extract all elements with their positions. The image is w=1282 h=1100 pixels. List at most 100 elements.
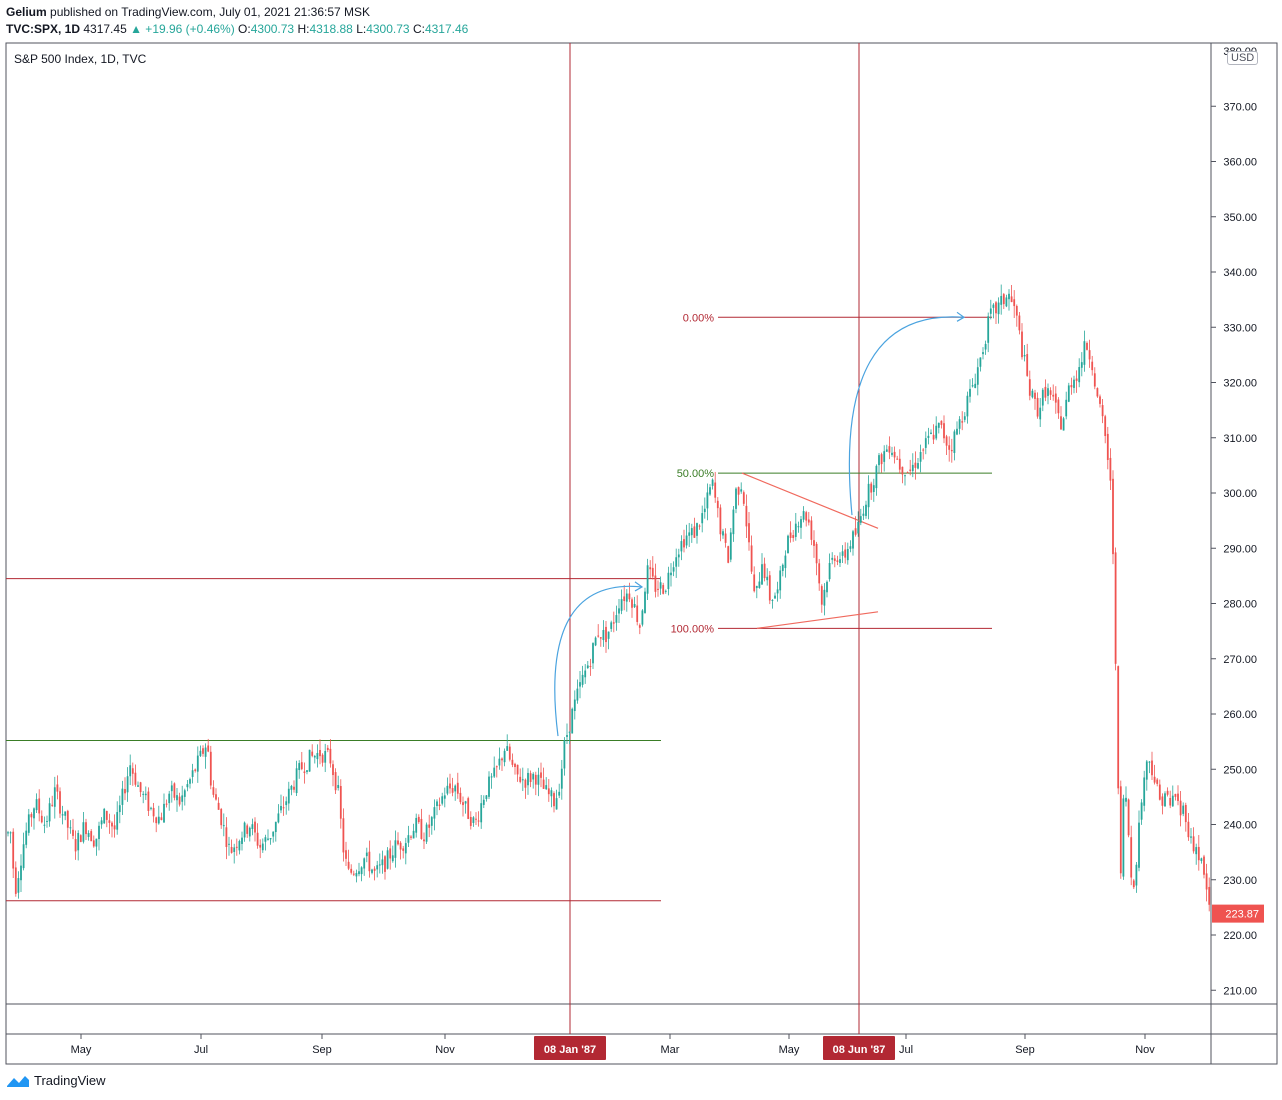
candle-body bbox=[118, 805, 121, 813]
tradingview-footer[interactable]: TradingView bbox=[6, 1073, 106, 1088]
candle-body bbox=[607, 631, 610, 639]
symbol-label: TVC:SPX, 1D bbox=[6, 22, 81, 36]
candle-body bbox=[77, 832, 80, 851]
candle-body bbox=[332, 764, 334, 776]
candle-body bbox=[22, 844, 25, 869]
candle-body bbox=[805, 512, 808, 521]
candle-body bbox=[594, 637, 597, 646]
candle-body bbox=[974, 383, 977, 388]
candle-body bbox=[976, 367, 979, 385]
candle-body bbox=[501, 758, 503, 761]
y-tick-label: 330.00 bbox=[1223, 322, 1257, 334]
candle-body bbox=[306, 770, 308, 772]
candle-body bbox=[688, 532, 691, 536]
candle-body bbox=[527, 772, 529, 786]
candle-body bbox=[142, 793, 145, 795]
candle-body bbox=[438, 804, 441, 807]
candle-body bbox=[100, 820, 103, 825]
candle-body bbox=[683, 539, 685, 548]
candle-body bbox=[72, 829, 74, 836]
candle-body bbox=[105, 811, 108, 820]
candle-body bbox=[449, 783, 451, 789]
y-tick-label: 250.00 bbox=[1223, 764, 1257, 776]
candle-body bbox=[571, 708, 574, 734]
candle-body bbox=[186, 784, 189, 788]
candle-body bbox=[183, 790, 186, 797]
candle-body bbox=[937, 422, 940, 428]
candle-body bbox=[285, 801, 288, 806]
candle-body bbox=[1047, 388, 1049, 396]
candle-body bbox=[605, 626, 607, 643]
y-tick-label: 340.00 bbox=[1223, 267, 1257, 279]
candle-body bbox=[194, 769, 197, 771]
candle-body bbox=[1052, 394, 1055, 397]
candle-body bbox=[969, 388, 971, 397]
candle-body bbox=[823, 589, 826, 606]
candle-body bbox=[280, 805, 282, 811]
candle-body bbox=[360, 867, 363, 875]
candle-body bbox=[482, 799, 485, 805]
candle-body bbox=[953, 431, 956, 453]
candle-body bbox=[774, 595, 776, 599]
candle-body bbox=[963, 416, 966, 420]
candle-body bbox=[560, 768, 563, 789]
ohlc-close-label: C: bbox=[412, 22, 425, 36]
currency-badge[interactable]: USD bbox=[1227, 51, 1259, 65]
candle-body bbox=[1148, 761, 1151, 763]
candle-body bbox=[599, 637, 602, 639]
candle-body bbox=[696, 523, 698, 536]
candle-body bbox=[950, 449, 953, 452]
candle-body bbox=[155, 817, 158, 824]
candle-body bbox=[1062, 418, 1065, 431]
candle-body bbox=[293, 786, 295, 790]
candle-body bbox=[883, 451, 886, 462]
candle-body bbox=[1182, 805, 1185, 814]
candle-body bbox=[1065, 399, 1068, 417]
candle-body bbox=[945, 436, 948, 446]
candle-body bbox=[415, 817, 418, 833]
candle-body bbox=[680, 541, 683, 552]
candle-body bbox=[514, 763, 516, 768]
candle-body bbox=[163, 803, 165, 823]
candle-body bbox=[711, 479, 714, 486]
candle-body bbox=[1044, 386, 1047, 398]
candle-body bbox=[792, 535, 795, 538]
candle-body bbox=[506, 746, 509, 751]
candle-body bbox=[802, 511, 805, 520]
candle-body bbox=[1057, 399, 1060, 414]
date-badge bbox=[534, 1036, 606, 1060]
candle-body bbox=[542, 779, 545, 789]
candle-body bbox=[716, 500, 719, 509]
candle-body bbox=[815, 543, 818, 564]
candle-body bbox=[971, 385, 974, 387]
candle-body bbox=[1093, 373, 1096, 387]
candle-body bbox=[358, 871, 360, 875]
candle-body bbox=[1179, 800, 1182, 816]
candle-body bbox=[948, 445, 951, 450]
candle-body bbox=[1138, 822, 1140, 868]
candle-body bbox=[459, 792, 462, 803]
candle-body bbox=[714, 482, 717, 498]
candle-body bbox=[1086, 342, 1088, 350]
ohlc-high-label: H: bbox=[297, 22, 310, 36]
candle-body bbox=[220, 809, 223, 826]
candle-body bbox=[670, 572, 672, 576]
candle-body bbox=[394, 840, 397, 858]
candle-body bbox=[191, 770, 194, 777]
candle-body bbox=[1028, 379, 1031, 396]
candle-body bbox=[870, 483, 873, 493]
candle-body bbox=[30, 814, 33, 818]
candle-body bbox=[753, 574, 756, 592]
candle-body bbox=[7, 832, 9, 834]
candle-body bbox=[719, 507, 722, 535]
candle-body bbox=[17, 878, 20, 893]
candle-body bbox=[1135, 864, 1138, 886]
publisher-name[interactable]: Gelium bbox=[6, 5, 47, 19]
x-tick-label: May bbox=[71, 1044, 92, 1056]
candle-body bbox=[384, 856, 386, 872]
last-price-label: 223.87 bbox=[1225, 909, 1259, 921]
candle-body bbox=[207, 745, 210, 752]
candle-body bbox=[485, 795, 488, 800]
candle-body bbox=[1083, 341, 1086, 365]
